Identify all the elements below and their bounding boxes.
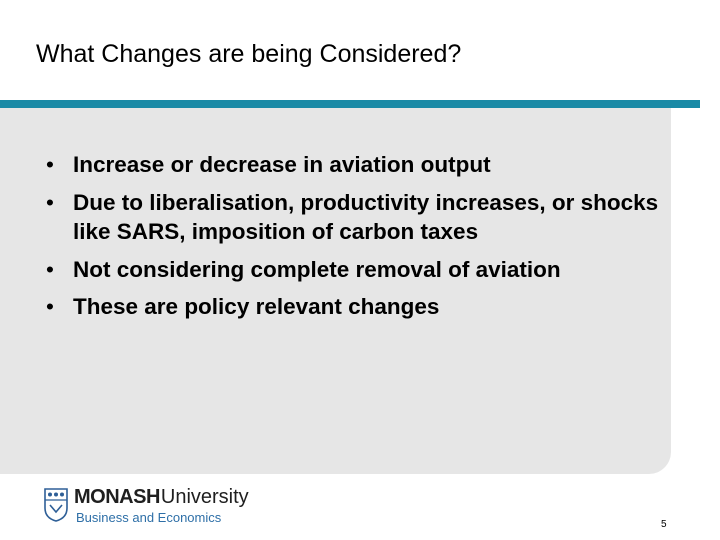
- page-number: 5: [661, 519, 667, 530]
- logo-wordmark: MONASHUniversity: [74, 486, 249, 509]
- bullet-text: Increase or decrease in aviation output: [73, 152, 491, 177]
- logo-subtitle: Business and Economics: [76, 510, 222, 525]
- bullet-text: Due to liberalisation, productivity incr…: [73, 189, 659, 245]
- bullet-item: • Not considering complete removal of av…: [46, 255, 666, 285]
- content-panel: [0, 108, 671, 474]
- bullet-item: • Increase or decrease in aviation outpu…: [46, 150, 666, 180]
- logo-name-rest: University: [160, 486, 249, 508]
- title-accent-bar: [0, 100, 700, 108]
- bullet-marker: •: [46, 189, 54, 215]
- monash-logo: MONASHUniversity Business and Economics: [44, 486, 304, 528]
- bullet-marker: •: [46, 256, 54, 282]
- bullet-text: Not considering complete removal of avia…: [73, 256, 561, 282]
- bullet-marker: •: [46, 152, 54, 177]
- bullet-text: These are policy relevant changes: [73, 294, 440, 319]
- bullet-marker: •: [46, 294, 54, 319]
- bullet-list: • Increase or decrease in aviation outpu…: [46, 150, 666, 330]
- bullet-item: • These are policy relevant changes: [46, 292, 666, 322]
- slide-title: What Changes are being Considered?: [36, 40, 462, 68]
- logo-name: MONASH: [74, 486, 160, 508]
- bullet-item: • Due to liberalisation, productivity in…: [46, 188, 666, 247]
- monash-crest-icon: [44, 488, 68, 522]
